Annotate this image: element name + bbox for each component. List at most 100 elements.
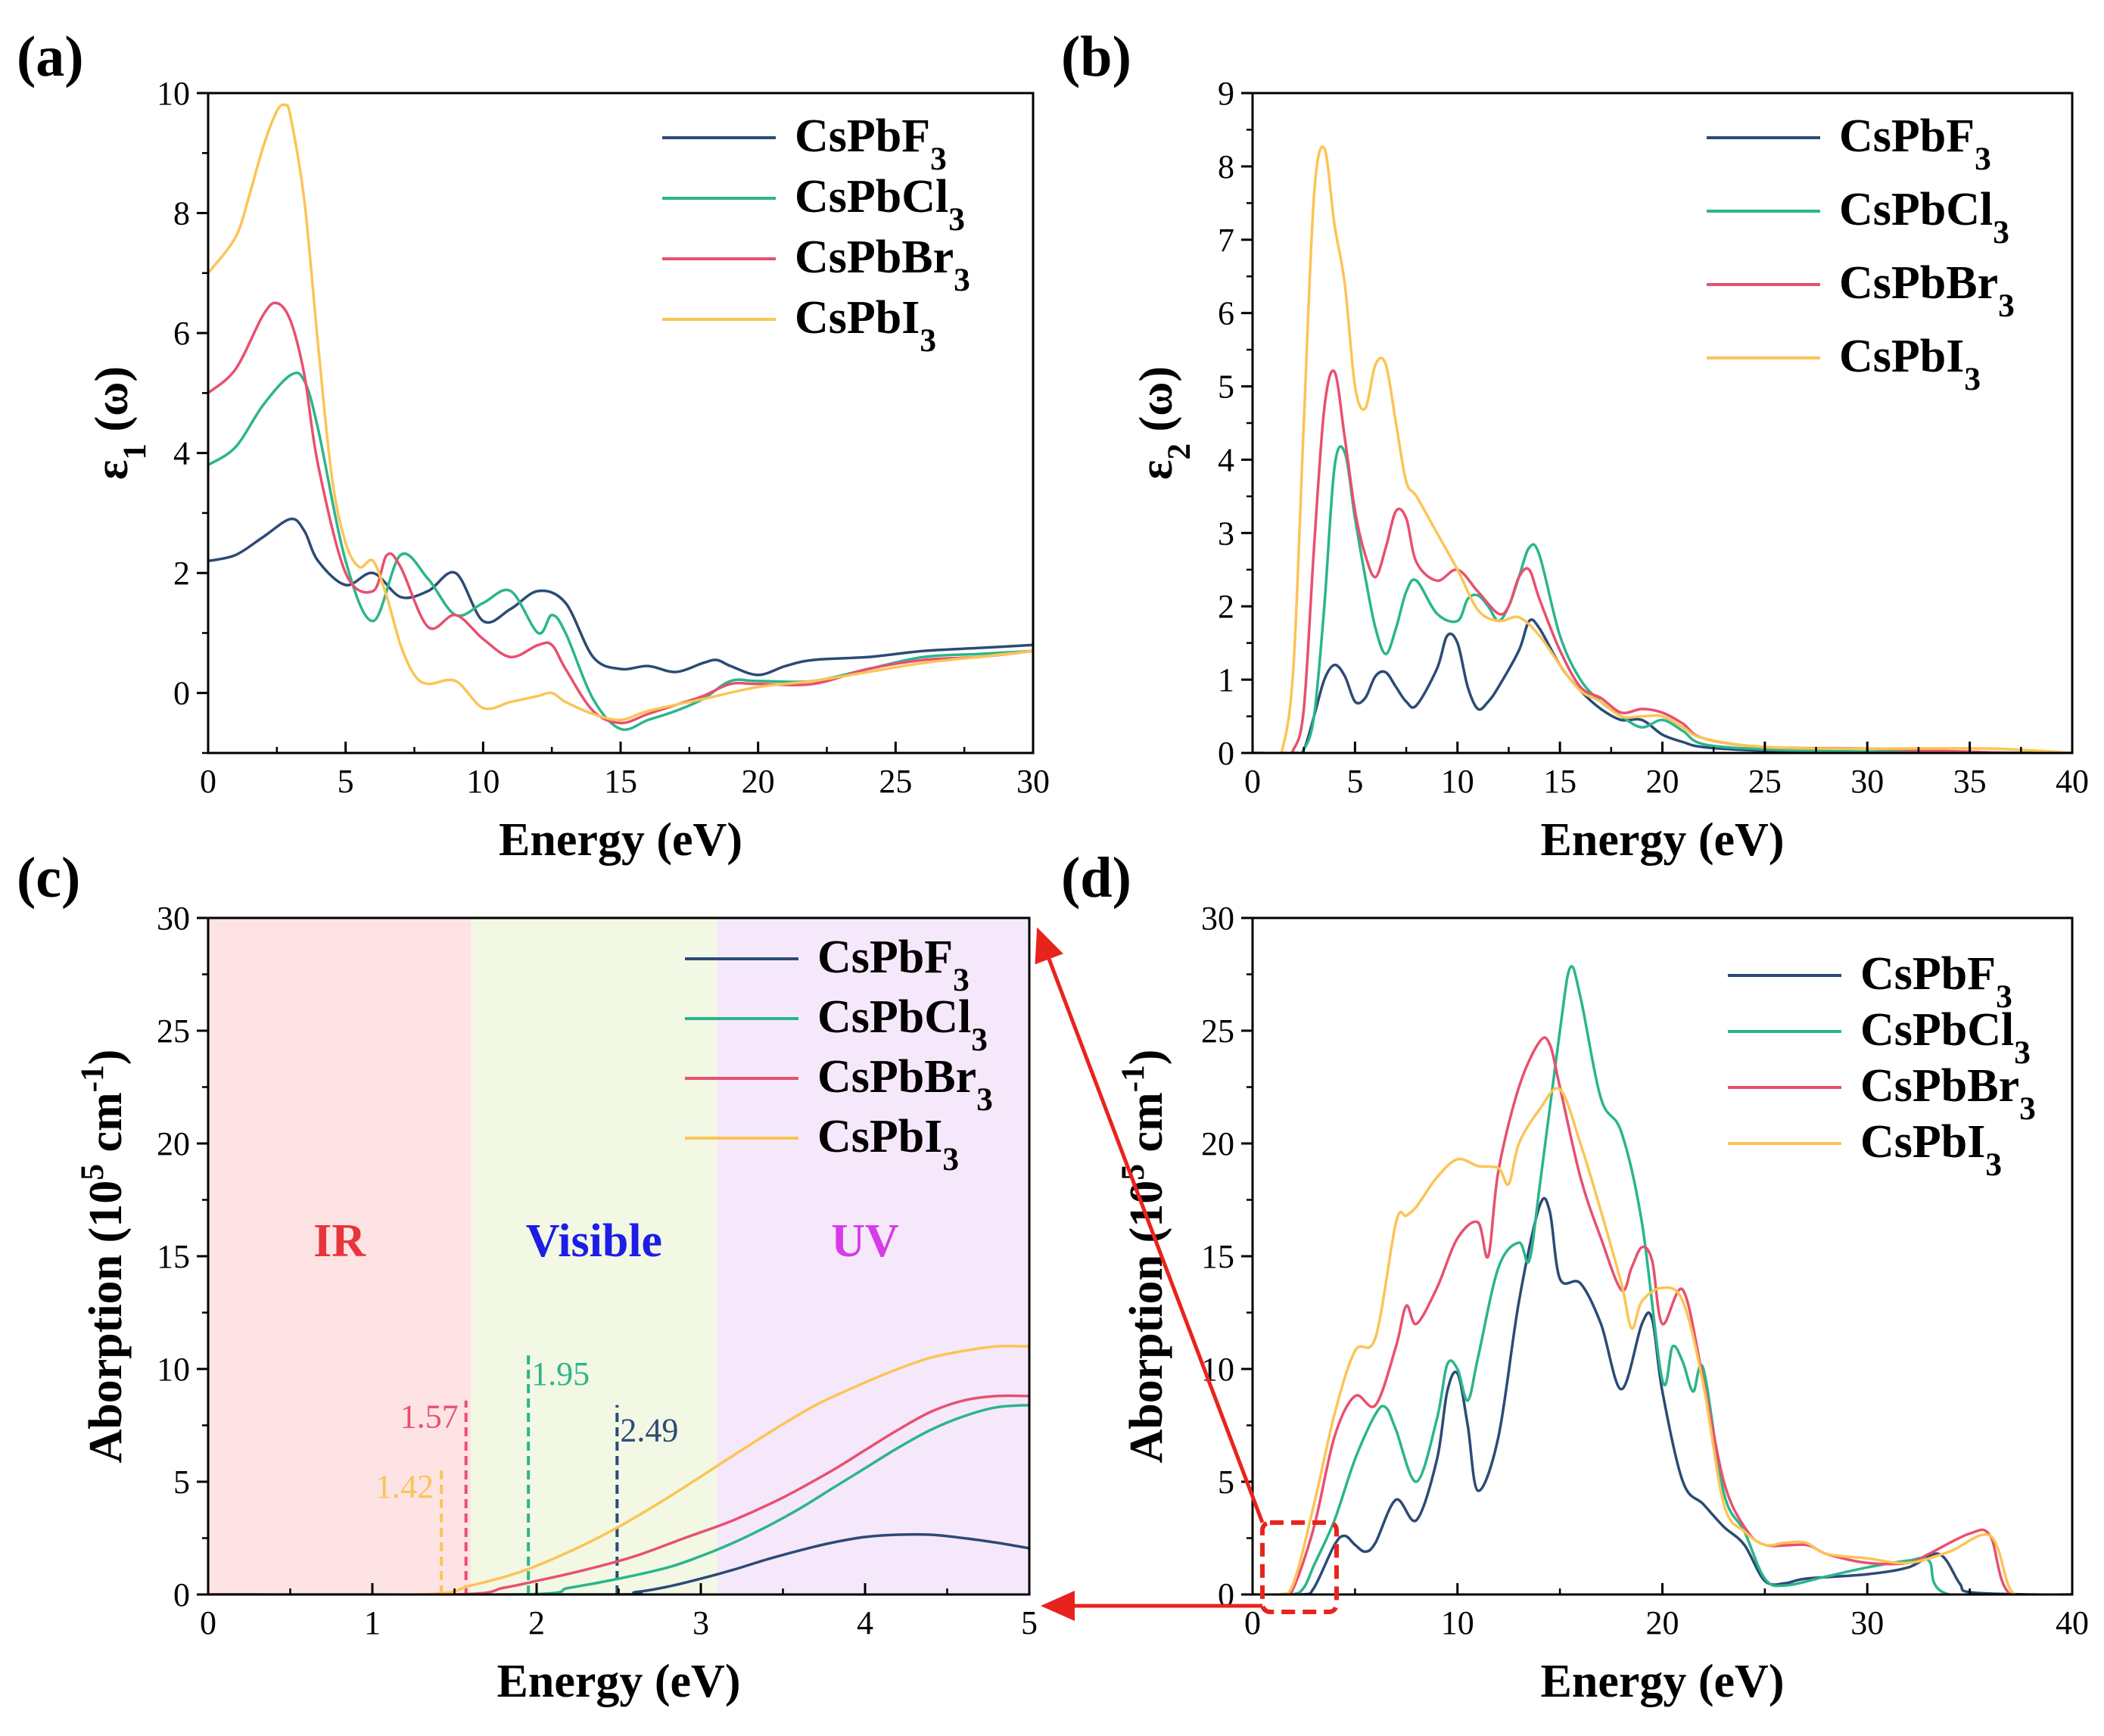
y-axis-title: Aborption (105 cm-1) xyxy=(1115,1050,1172,1464)
x-axis-title: Energy (eV) xyxy=(497,1656,741,1707)
series-line-cspbf3 xyxy=(208,517,1033,677)
legend-label-cspbf3: CsPbF3 xyxy=(817,932,970,998)
y-axis-title: ε2 (ω) xyxy=(1131,366,1197,480)
series-line-cspbi3 xyxy=(208,1345,1029,1594)
x-tick-label: 5 xyxy=(1021,1604,1038,1641)
y-tick-label: 10 xyxy=(157,1351,190,1388)
y-tick-label: 5 xyxy=(173,1464,190,1501)
legend-label-cspbi3: CsPbI3 xyxy=(817,1111,959,1178)
zoom-region-box xyxy=(1260,1520,1339,1614)
region-ir-band xyxy=(208,918,472,1594)
x-tick-label: 0 xyxy=(1244,763,1261,800)
series-line-cspbbr3 xyxy=(208,1394,1029,1594)
panel-d-chart: 0 10 20 30 40 0 5 10 15 20 25 30 Energy (eV) Aborptio… xyxy=(1115,900,2089,1707)
zoom-arrows xyxy=(1035,927,1339,1621)
legend-label-cspbf3: CsPbF3 xyxy=(1839,110,1991,177)
region-label-visible: Visible xyxy=(526,1215,662,1267)
y-tick-label: 10 xyxy=(157,75,190,112)
x-tick-label: 10 xyxy=(1441,1604,1474,1641)
legend-label-cspbi3: CsPbI3 xyxy=(1860,1116,2002,1183)
legend-label-cspbbr3: CsPbBr3 xyxy=(795,232,970,298)
legend-label-cspbf3: CsPbF3 xyxy=(795,110,947,177)
panel-label-d: (d) xyxy=(1061,846,1131,910)
y-tick-label: 0 xyxy=(1218,1576,1234,1613)
x-axis-title: Energy (eV) xyxy=(1541,1656,1785,1707)
x-tick-label: 5 xyxy=(338,763,354,800)
series-line-cspbf3 xyxy=(1253,1196,2072,1594)
panel-c-chart: IR Visible UV 1.42 1.57 1.95 2.49 0 1 2 3 4 5 0 5 10 15 2… xyxy=(74,900,1038,1707)
series-line-cspbbr3 xyxy=(1253,369,2072,753)
x-tick-label: 20 xyxy=(1646,763,1679,800)
x-tick-label: 40 xyxy=(2056,1604,2089,1641)
y-tick-label: 4 xyxy=(173,435,190,472)
x-tick-label: 40 xyxy=(2056,763,2089,800)
legend-label-cspbi3: CsPbI3 xyxy=(1839,331,1981,397)
y-tick-label: 6 xyxy=(173,315,190,352)
series-line-cspbcl3 xyxy=(1253,965,2072,1594)
bandgap-label-cspbbr3: 1.57 xyxy=(400,1398,459,1435)
x-tick-label: 2 xyxy=(528,1604,545,1641)
x-axis-title: Energy (eV) xyxy=(1541,814,1785,866)
x-tick-label: 30 xyxy=(1850,763,1884,800)
panel-label-a: (a) xyxy=(17,25,84,89)
y-tick-label: 2 xyxy=(1218,588,1234,625)
legend-label-cspbcl3: CsPbCl3 xyxy=(1860,1004,2031,1071)
y-tick-label: 4 xyxy=(1218,441,1234,478)
y-tick-label: 8 xyxy=(173,195,190,232)
legend-label-cspbbr3: CsPbBr3 xyxy=(1860,1060,2036,1127)
region-uv-band xyxy=(717,918,1029,1594)
region-visible-band xyxy=(471,918,717,1594)
panel-a-chart: 0 5 10 15 20 25 30 0 2 4 6 8 10 Energy (eV) ε1 (ω) CsPb… xyxy=(86,75,1050,866)
y-axis-title: ε1 (ω) xyxy=(86,366,153,480)
legend-label-cspbcl3: CsPbCl3 xyxy=(795,171,965,238)
y-tick-label: 25 xyxy=(157,1013,190,1050)
y-tick-label: 5 xyxy=(1218,1464,1234,1501)
x-tick-label: 10 xyxy=(1441,763,1474,800)
legend-label-cspbi3: CsPbI3 xyxy=(795,292,936,359)
x-axis-title: Energy (eV) xyxy=(499,814,742,866)
panel-b-chart: 0 5 10 15 20 25 30 35 40 0 1 2 3 4 5 6 7 8 9 Energy (eV) ε2 … xyxy=(1131,75,2089,866)
x-tick-label: 15 xyxy=(1543,763,1576,800)
x-tick-label: 25 xyxy=(879,763,912,800)
panel-label-b: (b) xyxy=(1061,25,1131,89)
bandgap-label-cspbi3: 1.42 xyxy=(375,1468,434,1505)
series-line-cspbi3 xyxy=(1253,1087,2072,1594)
legend-label-cspbbr3: CsPbBr3 xyxy=(817,1051,993,1118)
panel-label-c: (c) xyxy=(17,846,80,910)
y-tick-label: 20 xyxy=(157,1125,190,1162)
series-line-cspbi3 xyxy=(208,103,1033,722)
y-tick-label: 20 xyxy=(1201,1125,1234,1162)
x-tick-label: 0 xyxy=(1244,1604,1261,1641)
y-tick-label: 5 xyxy=(1218,369,1234,406)
bandgap-label-cspbf3: 2.49 xyxy=(620,1411,678,1448)
series-group xyxy=(1253,145,2072,753)
series-line-cspbcl3 xyxy=(208,1403,1029,1594)
y-tick-label: 2 xyxy=(173,555,190,592)
x-tick-label: 5 xyxy=(1346,763,1363,800)
y-tick-label: 30 xyxy=(157,900,190,937)
y-tick-label: 0 xyxy=(173,1576,190,1613)
legend-label-cspbcl3: CsPbCl3 xyxy=(817,991,988,1058)
region-label-ir: IR xyxy=(313,1215,366,1267)
x-tick-label: 15 xyxy=(604,763,637,800)
y-tick-label: 6 xyxy=(1218,295,1234,332)
x-tick-label: 25 xyxy=(1748,763,1782,800)
series-line-cspbf3 xyxy=(1253,618,2072,753)
x-tick-label: 0 xyxy=(200,763,216,800)
bandgap-label-cspbcl3: 1.95 xyxy=(531,1355,590,1392)
x-tick-label: 30 xyxy=(1016,763,1050,800)
y-tick-label: 10 xyxy=(1201,1351,1234,1388)
legend-label-cspbbr3: CsPbBr3 xyxy=(1839,257,2015,324)
y-tick-label: 9 xyxy=(1218,75,1234,112)
y-tick-label: 0 xyxy=(173,675,190,712)
y-axis-title: Aborption (105 cm-1) xyxy=(74,1050,132,1464)
y-tick-label: 15 xyxy=(157,1238,190,1275)
zoom-arrow-upper xyxy=(1035,927,1265,1523)
y-tick-label: 1 xyxy=(1218,661,1234,698)
region-label-uv: UV xyxy=(831,1215,899,1267)
y-tick-label: 25 xyxy=(1201,1013,1234,1050)
x-tick-label: 20 xyxy=(1646,1604,1679,1641)
legend-label-cspbcl3: CsPbCl3 xyxy=(1839,184,2009,250)
x-tick-label: 1 xyxy=(364,1604,381,1641)
